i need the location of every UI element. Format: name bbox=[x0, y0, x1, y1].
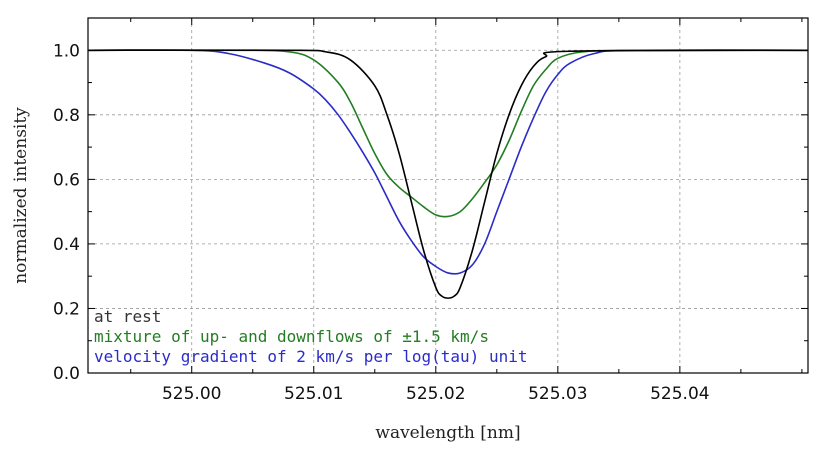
x-axis-title: wavelength [nm] bbox=[375, 423, 520, 443]
x-tick-label: 525.03 bbox=[528, 384, 587, 404]
y-axis-title: normalized intensity bbox=[11, 107, 31, 284]
y-tick-label: 1.0 bbox=[53, 41, 80, 61]
y-tick-label: 0.2 bbox=[53, 299, 80, 319]
legend-entry-velocity-gradient: velocity gradient of 2 km/s per log(tau)… bbox=[94, 347, 527, 366]
x-tick-label: 525.02 bbox=[406, 384, 465, 404]
series-line-at-rest bbox=[87, 49, 809, 299]
grid-lines bbox=[88, 18, 808, 373]
x-tick-label: 525.00 bbox=[162, 384, 221, 404]
legend: at rest mixture of up- and downflows of … bbox=[94, 307, 527, 366]
y-tick-label: 0.8 bbox=[53, 106, 80, 126]
y-tick-label: 0.6 bbox=[53, 170, 80, 190]
series-line-velocity-gradient bbox=[87, 49, 809, 275]
y-tick-label: 0.0 bbox=[53, 364, 80, 384]
legend-entry-mixture: mixture of up- and downflows of ±1.5 km/… bbox=[94, 327, 489, 346]
x-tick-label: 525.01 bbox=[284, 384, 343, 404]
x-tick-label: 525.04 bbox=[650, 384, 709, 404]
axis-ticks: 525.00 525.01 525.02 525.03 525.04 0.0 0.2 0.4 0… bbox=[53, 17, 808, 404]
plot-frame bbox=[87, 17, 809, 374]
series-line-mixture bbox=[87, 49, 809, 218]
series-layer bbox=[87, 49, 809, 299]
legend-entry-at-rest: at rest bbox=[94, 307, 161, 326]
y-tick-label: 0.4 bbox=[53, 235, 80, 255]
